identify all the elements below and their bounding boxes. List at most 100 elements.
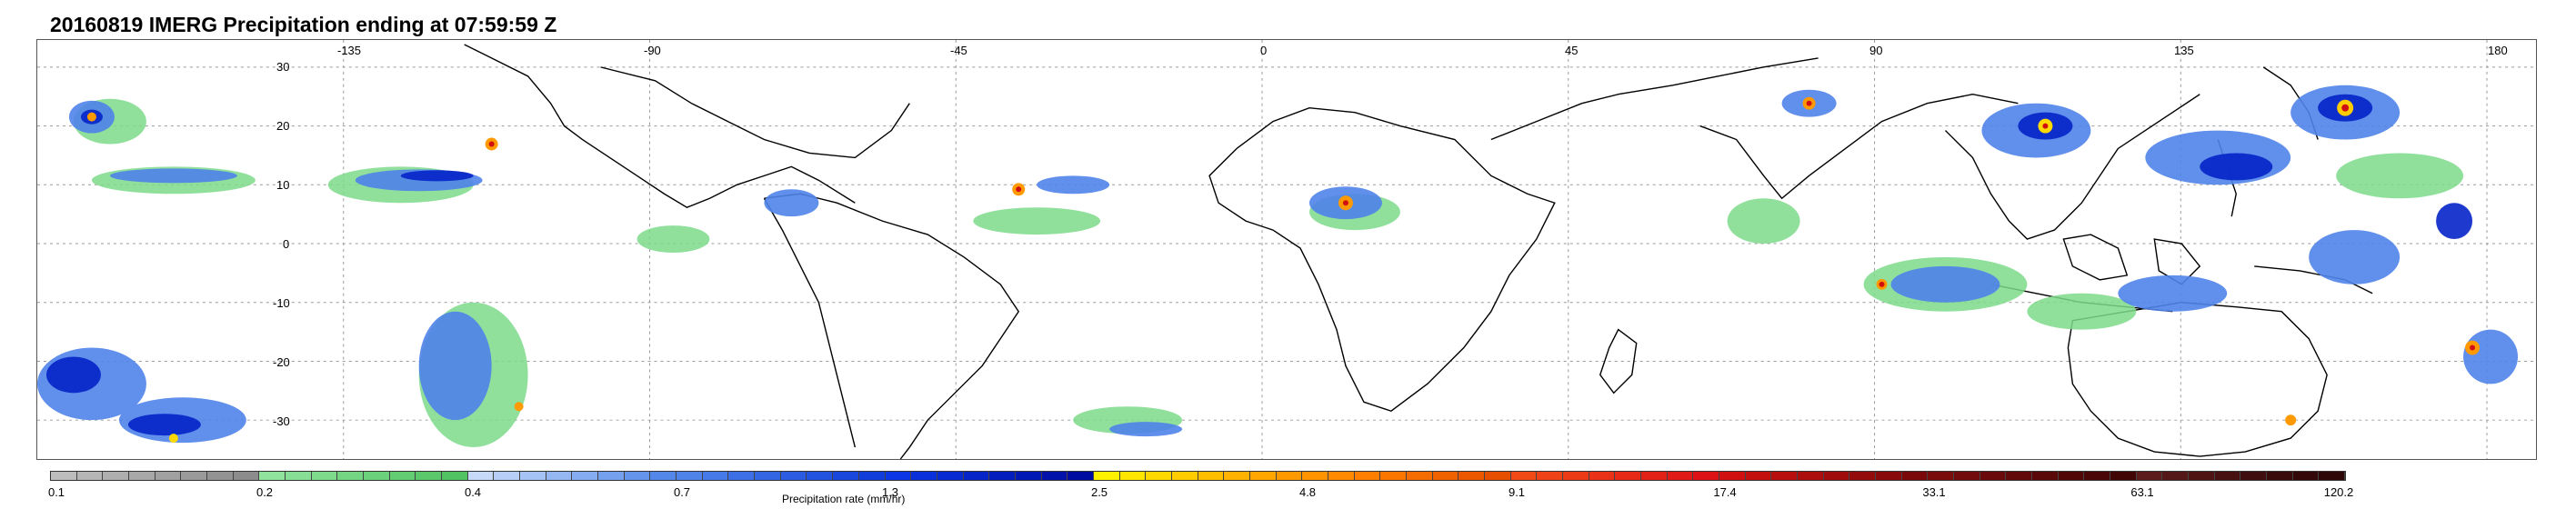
lon-label: 90: [1869, 44, 1883, 57]
colorbar-segment: [2189, 472, 2215, 480]
lat-label: -30: [273, 414, 290, 428]
colorbar-segment: [416, 472, 443, 480]
colorbar-segment: [937, 472, 964, 480]
colorbar-segment: [2058, 472, 2085, 480]
colorbar: [50, 471, 2346, 481]
colorbar-tick: 63.1: [2130, 485, 2154, 499]
colorbar-segment: [755, 472, 781, 480]
colorbar-segment: [1823, 472, 1850, 480]
colorbar-segment: [467, 472, 495, 480]
colorbar-segment: [1354, 472, 1381, 480]
colorbar-segment: [442, 472, 468, 480]
lon-label: -135: [337, 44, 362, 57]
colorbar-segment: [1589, 472, 1616, 480]
lon-label: 45: [1565, 44, 1579, 57]
colorbar-tick: 0.7: [673, 485, 691, 499]
colorbar-segment: [1302, 472, 1328, 480]
colorbar-segment: [1954, 472, 1980, 480]
colorbar-segment: [1693, 472, 1719, 480]
colorbar-tick: 0.4: [464, 485, 482, 499]
intense-cores: [86, 96, 2481, 444]
map-title: 20160819 IMERG Precipitation ending at 0…: [50, 13, 557, 36]
colorbar-segment: [1406, 472, 1433, 480]
colorbar-segment: [807, 472, 834, 480]
colorbar-tick: 4.8: [1298, 485, 1317, 499]
lat-label: 10: [276, 178, 290, 192]
colorbar-tick: 2.5: [1090, 485, 1108, 499]
colorbar-segment: [2162, 472, 2190, 480]
lat-label: 0: [283, 237, 290, 251]
colorbar-segment: [2084, 472, 2111, 480]
precipitation-map: -135 -90 -45 0 45 90 135 180 30 20 10 0 …: [36, 39, 2537, 460]
colorbar-segment: [233, 472, 260, 480]
colorbar-segment: [885, 472, 912, 480]
colorbar-title: Precipitation rate (mm/hr): [782, 493, 906, 505]
colorbar-segment: [1667, 472, 1694, 480]
colorbar-tick: 9.1: [1508, 485, 1526, 499]
colorbar-segment: [1041, 472, 1068, 480]
colorbar-segment: [1198, 472, 1225, 480]
colorbar-segment: [728, 472, 756, 480]
colorbar-segment: [963, 472, 990, 480]
colorbar-segment: [1146, 472, 1172, 480]
colorbar-segment: [833, 472, 859, 480]
precipitation-field: [37, 85, 2519, 448]
colorbar-segment: [1067, 472, 1094, 480]
colorbar-segment: [2214, 472, 2241, 480]
colorbar-segment: [650, 472, 677, 480]
colorbar-segment: [1432, 472, 1459, 480]
colorbar-segment: [181, 472, 208, 480]
colorbar-segment: [911, 472, 937, 480]
colorbar-segment: [2319, 472, 2346, 480]
colorbar-tick: 17.4: [1713, 485, 1737, 499]
colorbar-segment: [1119, 472, 1147, 480]
colorbar-segment: [1249, 472, 1277, 480]
colorbar-segment: [286, 472, 312, 480]
colorbar-segment: [780, 472, 807, 480]
map-canvas: [37, 40, 2536, 459]
colorbar-segment: [76, 472, 104, 480]
colorbar-segment: [1328, 472, 1355, 480]
colorbar-segment: [1771, 472, 1799, 480]
colorbar-segment: [364, 472, 390, 480]
colorbar-segment: [1849, 472, 1877, 480]
colorbar-segment: [1798, 472, 1824, 480]
colorbar-segment: [520, 472, 546, 480]
colorbar-segment: [1537, 472, 1563, 480]
lat-label: -10: [273, 296, 290, 310]
colorbar-segment: [1745, 472, 1772, 480]
colorbar-segment: [624, 472, 651, 480]
coastlines: [464, 44, 2373, 459]
colorbar-segment: [311, 472, 338, 480]
lon-label: 0: [1260, 44, 1268, 57]
colorbar-segment: [1484, 472, 1511, 480]
colorbar-segment: [2032, 472, 2059, 480]
colorbar-segment: [1615, 472, 1641, 480]
colorbar-segment: [677, 472, 703, 480]
colorbar-segment: [989, 472, 1016, 480]
lat-label: -20: [273, 355, 290, 369]
colorbar-segment: [1458, 472, 1485, 480]
colorbar-segment: [1510, 472, 1538, 480]
colorbar-segment: [494, 472, 521, 480]
colorbar-segment: [1380, 472, 1407, 480]
colorbar-segment: [1719, 472, 1746, 480]
colorbar-segment: [702, 472, 729, 480]
colorbar-segment: [1171, 472, 1198, 480]
colorbar-segment: [1901, 472, 1929, 480]
lat-label: 20: [276, 119, 290, 133]
colorbar-segment: [155, 472, 182, 480]
colorbar-segment: [389, 472, 416, 480]
colorbar-segment: [2006, 472, 2033, 480]
colorbar-segment: [337, 472, 365, 480]
lon-label: -90: [644, 44, 661, 57]
colorbar-segment: [1562, 472, 1589, 480]
lon-label: 180: [2488, 44, 2508, 57]
colorbar-segment: [1224, 472, 1250, 480]
colorbar-tick: 0.1: [47, 485, 65, 499]
colorbar-segment: [1980, 472, 2007, 480]
colorbar-segment: [1876, 472, 1902, 480]
colorbar-segment: [1093, 472, 1120, 480]
lat-label: 30: [276, 60, 290, 74]
colorbar-segment: [598, 472, 625, 480]
